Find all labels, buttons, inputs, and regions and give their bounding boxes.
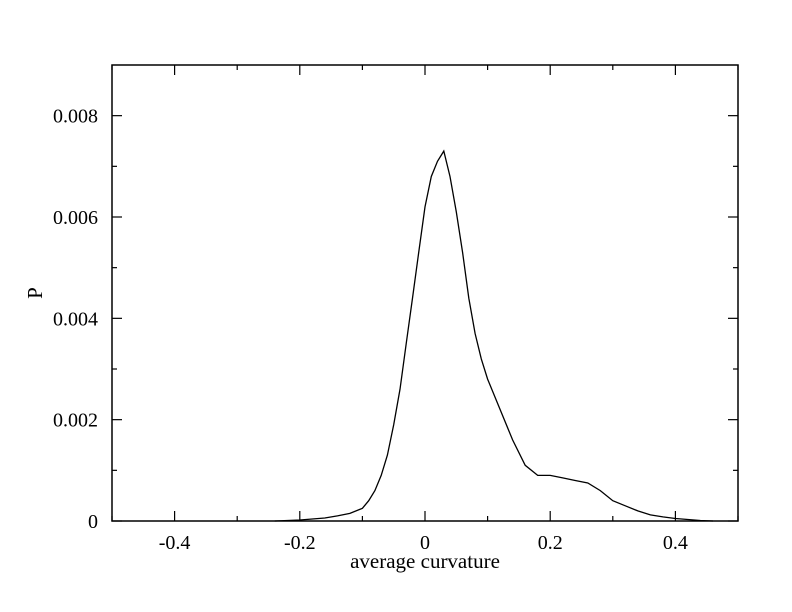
y-tick-label: 0.008	[53, 106, 98, 128]
x-tick-label: 0.4	[663, 532, 688, 554]
x-axis-label: average curvature	[350, 549, 500, 573]
x-tick-label: 0.2	[538, 532, 563, 554]
y-tick-label: 0.002	[53, 410, 98, 432]
y-tick-label: 0.006	[53, 207, 98, 229]
y-tick-label: 0.004	[53, 308, 98, 330]
series-line	[274, 149, 714, 522]
y-axis-label: P	[23, 287, 47, 299]
plot-frame	[111, 64, 739, 522]
tick-labels: -0.4 -0.2 0 0.2 0.4 0 0.002 0.004 0.006 0.008	[53, 106, 688, 554]
ticks	[111, 65, 739, 522]
x-tick-label: -0.2	[284, 532, 316, 554]
y-tick-label: 0	[88, 511, 98, 533]
x-tick-label: -0.4	[159, 532, 191, 554]
x-tick-label: 0	[420, 532, 430, 554]
